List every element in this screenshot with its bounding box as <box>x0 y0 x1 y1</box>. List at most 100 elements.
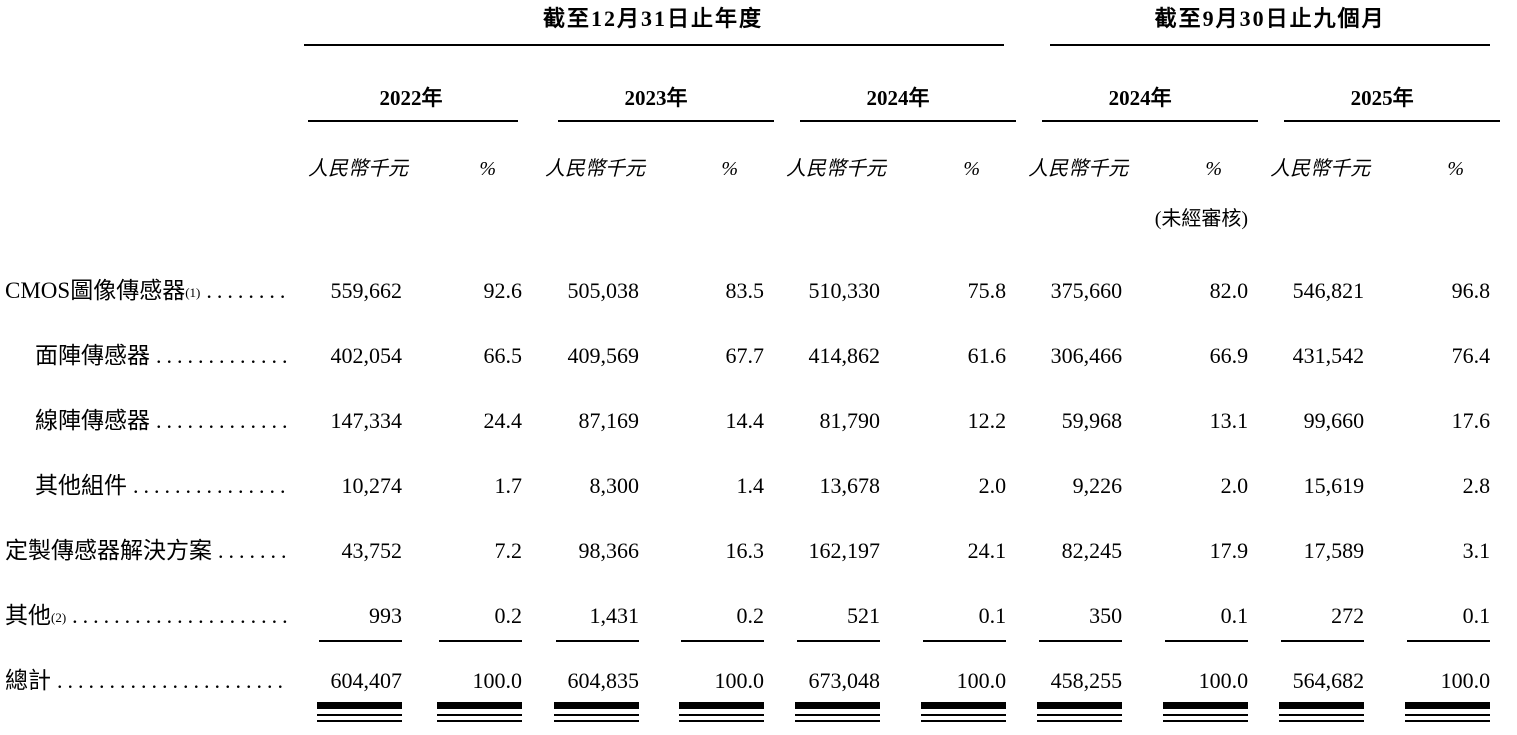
single-rule <box>439 640 522 642</box>
table-row: 總計......................................… <box>0 651 1491 731</box>
year-header-2023: 2023年 <box>522 46 774 122</box>
total-rule-double <box>437 714 522 722</box>
total-rule-thick <box>1279 702 1365 709</box>
group-rule <box>1050 44 1491 46</box>
cell-value: 431,542 <box>1292 343 1365 368</box>
year-rule <box>1042 120 1259 122</box>
cell-value: 162,197 <box>808 538 881 563</box>
unit-header-row: 人民幣千元 % 人民幣千元 % 人民幣千元 % 人民幣千元 % 人民幣千元 % <box>0 122 1490 182</box>
year-rule <box>800 120 1017 122</box>
cell-value: 82,245 <box>1061 538 1123 563</box>
cell-percent: 0.1 <box>1122 573 1249 651</box>
cell-percent: 0.1 <box>880 573 1007 651</box>
unit-header: 人民幣千元 <box>786 158 886 180</box>
row-label: 面陣傳感器...................................… <box>0 313 300 378</box>
cell-percent: 2.0 <box>1220 473 1249 498</box>
cell-percent: 0.2 <box>639 573 764 651</box>
year-header-2024-nine-months: 2024年 <box>1006 46 1259 122</box>
total-rule-double <box>921 714 1007 722</box>
cell-value: 414,862 <box>808 343 881 368</box>
unit-header: 人民幣千元 <box>545 158 645 180</box>
cell-value: 98,366 <box>578 538 640 563</box>
total-rule-thick <box>554 702 639 709</box>
total-rule-double <box>795 714 880 722</box>
cell-value: 8,300 <box>589 473 640 498</box>
percent-header: % <box>721 158 738 180</box>
total-rule-double <box>554 714 639 722</box>
cell-value: 375,660 <box>1050 278 1123 303</box>
table-row: 定製傳感器解決方案 ..............................… <box>0 508 1490 573</box>
total-rule-thick <box>679 702 764 709</box>
group-header-nine-months: 截至9月30日止九個月 <box>1006 0 1491 46</box>
year-header-2025: 2025年 <box>1248 46 1501 122</box>
table-row: 面陣傳感器...................................… <box>0 313 1490 378</box>
cell-percent: 100.0 <box>1122 651 1249 731</box>
cell-value: 99,660 <box>1303 408 1365 433</box>
percent-header: % <box>1447 158 1465 180</box>
cell-percent: 75.8 <box>967 278 1007 303</box>
cell-percent: 17.9 <box>1209 538 1249 563</box>
table-body: CMOS圖像傳感器(1)............................… <box>0 232 1491 731</box>
group-title: 截至12月31日止年度 <box>543 6 764 31</box>
single-rule <box>681 640 764 642</box>
cell-value: 521 <box>764 573 880 651</box>
cell-percent: 92.6 <box>483 278 523 303</box>
total-rule-thick <box>437 702 522 709</box>
dot-leader: ........................................… <box>206 278 288 303</box>
total-rule-thick <box>317 702 402 709</box>
cell-percent: 2.8 <box>1462 473 1491 498</box>
total-rule-double <box>1405 714 1491 722</box>
unaudited-note: (未經審核) <box>1154 208 1249 230</box>
cell-value: 81,790 <box>819 408 881 433</box>
table-row: 其他(2)...................................… <box>0 573 1491 651</box>
total-rule-double <box>679 714 764 722</box>
year-header-2024: 2024年 <box>764 46 1017 122</box>
single-rule <box>1039 640 1123 642</box>
year-rule <box>308 120 518 122</box>
cell-value: 15,619 <box>1303 473 1365 498</box>
cell-percent: 76.4 <box>1451 343 1491 368</box>
cell-value: 993 <box>300 573 402 651</box>
cell-value: 272 <box>1248 573 1365 651</box>
cell-value: 13,678 <box>819 473 881 498</box>
cell-percent: 16.3 <box>725 538 765 563</box>
total-rule-double <box>1279 714 1365 722</box>
single-rule <box>556 640 639 642</box>
row-label-text: 其他組件 <box>35 473 127 498</box>
cell-percent: 7.2 <box>494 538 523 563</box>
group-header-row: 截至12月31日止年度 截至9月30日止九個月 <box>0 0 1491 46</box>
percent-header: % <box>963 158 981 180</box>
cell-percent: 100.0 <box>1364 651 1491 731</box>
total-rule-double <box>1163 714 1249 722</box>
single-rule <box>319 640 402 642</box>
percent-header: % <box>1205 158 1223 180</box>
cell-value: 564,682 <box>1248 651 1365 731</box>
single-rule <box>1165 640 1249 642</box>
unaudited-note-row: (未經審核) <box>0 182 1490 232</box>
year-rule <box>558 120 774 122</box>
cell-percent: 17.6 <box>1451 408 1491 433</box>
cell-value: 10,274 <box>341 473 403 498</box>
group-rule <box>304 44 1005 46</box>
cell-percent: 66.5 <box>483 343 523 368</box>
cell-percent: 100.0 <box>402 651 522 731</box>
group-header-year-end: 截至12月31日止年度 <box>300 0 1006 46</box>
dot-leader: ........................................… <box>133 473 288 498</box>
cell-percent: 96.8 <box>1451 278 1491 303</box>
total-rule-thick <box>795 702 880 709</box>
cell-percent: 1.7 <box>494 473 523 498</box>
cell-percent: 0.1 <box>1364 573 1491 651</box>
cell-percent: 1.4 <box>736 473 765 498</box>
single-rule <box>1407 640 1491 642</box>
label-column-spacer <box>0 46 300 122</box>
cell-percent: 0.2 <box>402 573 522 651</box>
dot-leader: ........................................… <box>72 603 288 628</box>
unit-header: 人民幣千元 <box>308 158 408 180</box>
dot-leader: ........................................… <box>156 408 288 433</box>
cell-value: 604,835 <box>522 651 639 731</box>
cell-percent: 24.4 <box>483 408 523 433</box>
dot-leader: ........................................… <box>57 668 288 693</box>
total-rule-thick <box>1037 702 1123 709</box>
cell-value: 559,662 <box>330 278 403 303</box>
cell-value: 350 <box>1006 573 1123 651</box>
